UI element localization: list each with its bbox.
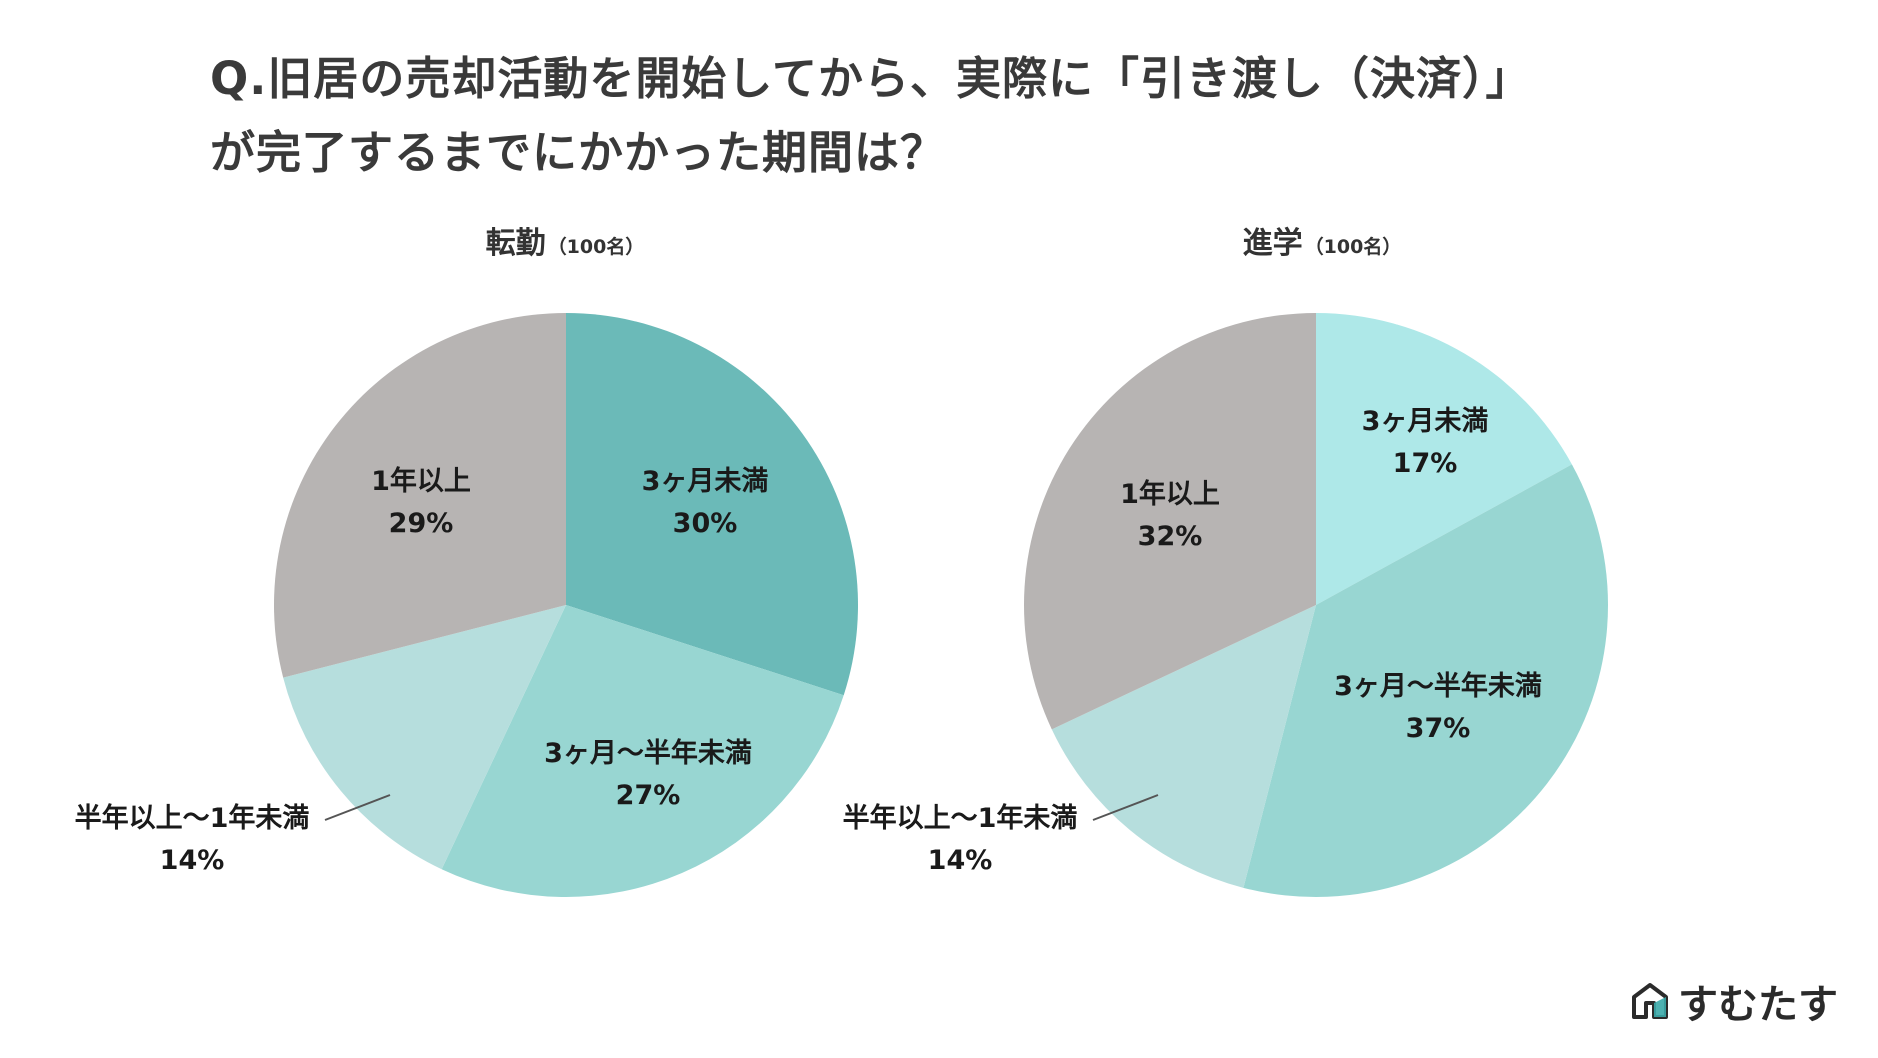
pie-slice-shingaku-2 xyxy=(1051,605,1316,888)
chart-title-shingaku: 進学 xyxy=(1242,226,1303,261)
chart-subtitle-shingaku: （100名） xyxy=(1304,236,1402,258)
slice-shingaku-3-label: 1年以上 xyxy=(1120,478,1220,510)
pie-chart-tenkin: 3ヶ月未満 30% 3ヶ月〜半年未満 27% 半年以上〜1年未満 14% 1年以上 29% xyxy=(75,313,858,897)
slice-tenkin-2-value: 14% xyxy=(160,845,225,876)
title-line-1: Q.旧居の売却活動を開始してから、実際に「引き渡し（決済）」 xyxy=(210,52,1532,105)
pie-slice-tenkin-1 xyxy=(441,605,844,897)
slice-tenkin-2-leader-line xyxy=(324,794,391,821)
slice-shingaku-2-value: 14% xyxy=(928,845,993,876)
pie-chart-shingaku: 3ヶ月未満 17% 3ヶ月〜半年未満 37% 半年以上〜1年未満 14% 1年以上 32% xyxy=(843,313,1608,897)
house-logo-icon xyxy=(1632,983,1668,1019)
slice-tenkin-3-label: 1年以上 xyxy=(371,465,471,497)
pie-slice-shingaku-0 xyxy=(1316,313,1572,605)
slice-tenkin-1-value: 27% xyxy=(616,780,681,811)
pie-slice-shingaku-3 xyxy=(1024,313,1316,730)
chart-title-tenkin: 転勤 xyxy=(485,226,546,261)
slice-tenkin-0-value: 30% xyxy=(673,508,738,539)
slice-shingaku-2-label: 半年以上〜1年未満 xyxy=(843,802,1078,834)
chart-heading-tenkin: 転勤 （100名） xyxy=(415,218,715,262)
chart-heading-shingaku: 進学 （100名） xyxy=(1172,218,1472,262)
brand-logo: すむたす xyxy=(1630,972,1838,1030)
pie-slice-shingaku-1 xyxy=(1243,464,1608,897)
slice-shingaku-2-leader-line xyxy=(1092,794,1159,821)
slice-tenkin-3-value: 29% xyxy=(389,508,454,539)
slice-shingaku-3-value: 32% xyxy=(1138,521,1203,552)
slice-tenkin-0-label: 3ヶ月未満 xyxy=(642,466,769,497)
slice-shingaku-1-value: 37% xyxy=(1406,713,1471,744)
brand-name: すむたす xyxy=(1678,982,1838,1028)
title-line-2: が完了するまでにかかった期間は？ xyxy=(210,126,947,179)
slice-shingaku-0-label: 3ヶ月未満 xyxy=(1362,406,1489,437)
slice-shingaku-0-value: 17% xyxy=(1393,448,1458,479)
slice-tenkin-2-label: 半年以上〜1年未満 xyxy=(75,802,310,834)
slice-shingaku-1-label: 3ヶ月〜半年未満 xyxy=(1334,670,1542,702)
pie-slice-tenkin-3 xyxy=(274,313,566,678)
chart-subtitle-tenkin: （100名） xyxy=(547,236,645,258)
page-title: Q.旧居の売却活動を開始してから、実際に「引き渡し（決済）」 が完了するまでにか… xyxy=(210,42,1532,190)
slice-tenkin-1-label: 3ヶ月〜半年未満 xyxy=(544,737,752,769)
pie-slice-tenkin-2 xyxy=(283,605,566,870)
pie-slice-tenkin-0 xyxy=(566,313,858,696)
